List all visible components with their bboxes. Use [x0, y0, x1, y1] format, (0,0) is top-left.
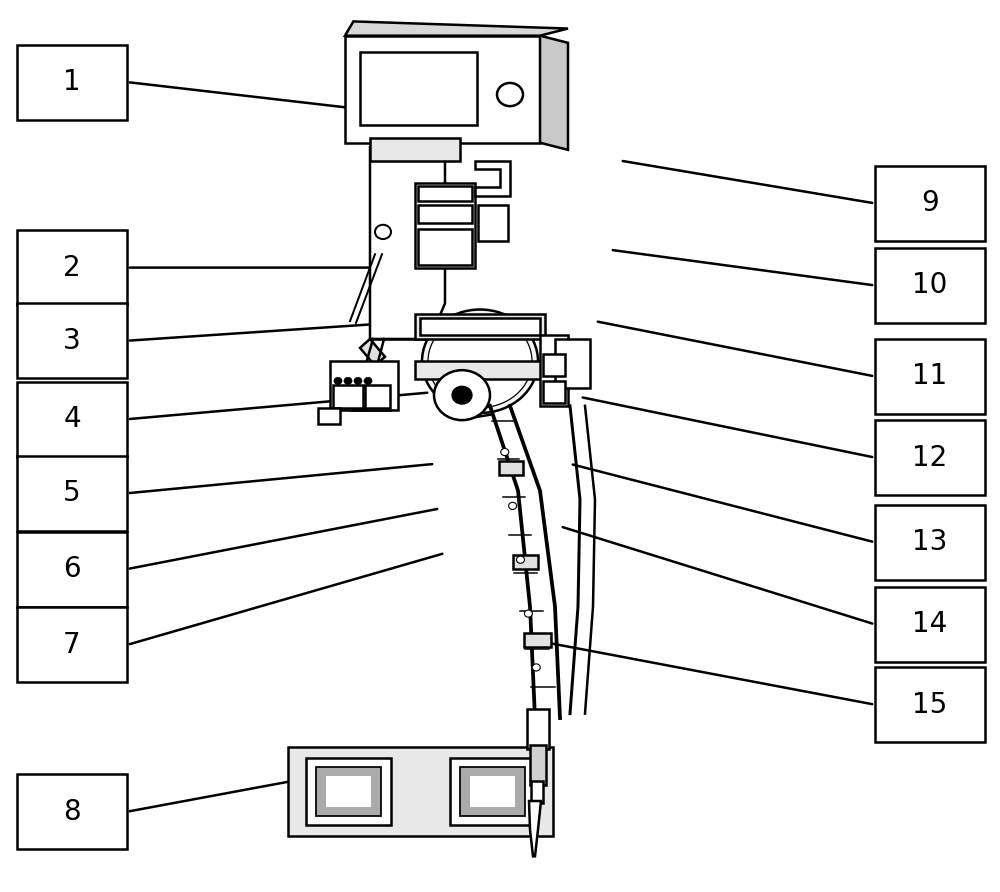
Bar — [17, 774, 127, 849]
Bar — [418, 186, 472, 201]
Bar — [450, 758, 535, 824]
Bar — [875, 339, 985, 414]
Bar — [512, 555, 538, 569]
Polygon shape — [475, 161, 510, 196]
Text: 8: 8 — [63, 797, 81, 826]
Circle shape — [516, 557, 524, 564]
Polygon shape — [360, 339, 385, 366]
Circle shape — [375, 225, 391, 239]
Circle shape — [509, 502, 517, 509]
Text: 15: 15 — [912, 690, 948, 719]
Bar — [875, 420, 985, 495]
Bar — [543, 381, 565, 403]
Bar — [875, 248, 985, 323]
Text: 12: 12 — [912, 443, 948, 472]
Bar — [17, 303, 127, 378]
Bar — [415, 361, 545, 379]
Circle shape — [497, 83, 523, 106]
Bar — [415, 183, 475, 268]
Bar — [524, 633, 550, 648]
Bar — [360, 52, 477, 125]
Bar — [288, 747, 553, 836]
Bar — [352, 386, 367, 408]
Bar — [330, 361, 398, 410]
Bar — [17, 45, 127, 120]
Bar — [555, 339, 590, 388]
Bar — [543, 354, 565, 376]
Polygon shape — [529, 801, 541, 856]
Circle shape — [364, 377, 372, 384]
Bar — [418, 229, 472, 265]
Text: 14: 14 — [912, 610, 948, 639]
Circle shape — [344, 377, 352, 384]
Text: 7: 7 — [63, 631, 81, 659]
Bar — [875, 587, 985, 662]
Bar — [875, 667, 985, 742]
Bar — [531, 780, 543, 803]
Text: 6: 6 — [63, 555, 81, 583]
Bar — [470, 775, 515, 806]
Circle shape — [354, 377, 362, 384]
Bar — [318, 408, 340, 424]
Bar — [418, 205, 472, 223]
Text: 3: 3 — [63, 326, 81, 355]
Bar — [370, 147, 430, 339]
Text: 2: 2 — [63, 253, 81, 282]
Text: 11: 11 — [912, 362, 948, 391]
Bar — [17, 382, 127, 457]
Text: 10: 10 — [912, 271, 948, 300]
Bar — [478, 205, 508, 241]
Bar — [326, 775, 371, 806]
Bar — [420, 318, 540, 334]
Polygon shape — [345, 21, 568, 36]
Circle shape — [532, 664, 540, 671]
Bar — [499, 461, 523, 475]
Bar — [875, 505, 985, 580]
Circle shape — [428, 315, 532, 408]
Text: 1: 1 — [63, 68, 81, 96]
Bar — [370, 138, 460, 161]
Polygon shape — [540, 36, 568, 150]
Bar — [415, 314, 545, 339]
Bar — [350, 384, 390, 410]
Circle shape — [452, 386, 472, 404]
Bar — [460, 766, 525, 815]
Circle shape — [524, 610, 532, 617]
Bar — [333, 385, 363, 408]
Bar — [345, 36, 540, 143]
Text: 13: 13 — [912, 528, 948, 557]
Polygon shape — [370, 147, 445, 339]
Bar — [540, 334, 568, 406]
Circle shape — [334, 377, 342, 384]
Bar — [306, 758, 391, 824]
Circle shape — [434, 370, 490, 420]
Bar — [365, 385, 390, 408]
Bar — [17, 230, 127, 305]
Circle shape — [422, 310, 538, 413]
Bar — [530, 745, 546, 785]
Bar — [17, 607, 127, 682]
Circle shape — [501, 449, 509, 456]
Bar — [527, 709, 549, 749]
Text: 5: 5 — [63, 479, 81, 508]
Text: 9: 9 — [921, 189, 939, 218]
Bar — [17, 532, 127, 607]
Bar — [316, 766, 381, 815]
Bar — [875, 166, 985, 241]
Text: 4: 4 — [63, 405, 81, 434]
Bar — [17, 456, 127, 531]
